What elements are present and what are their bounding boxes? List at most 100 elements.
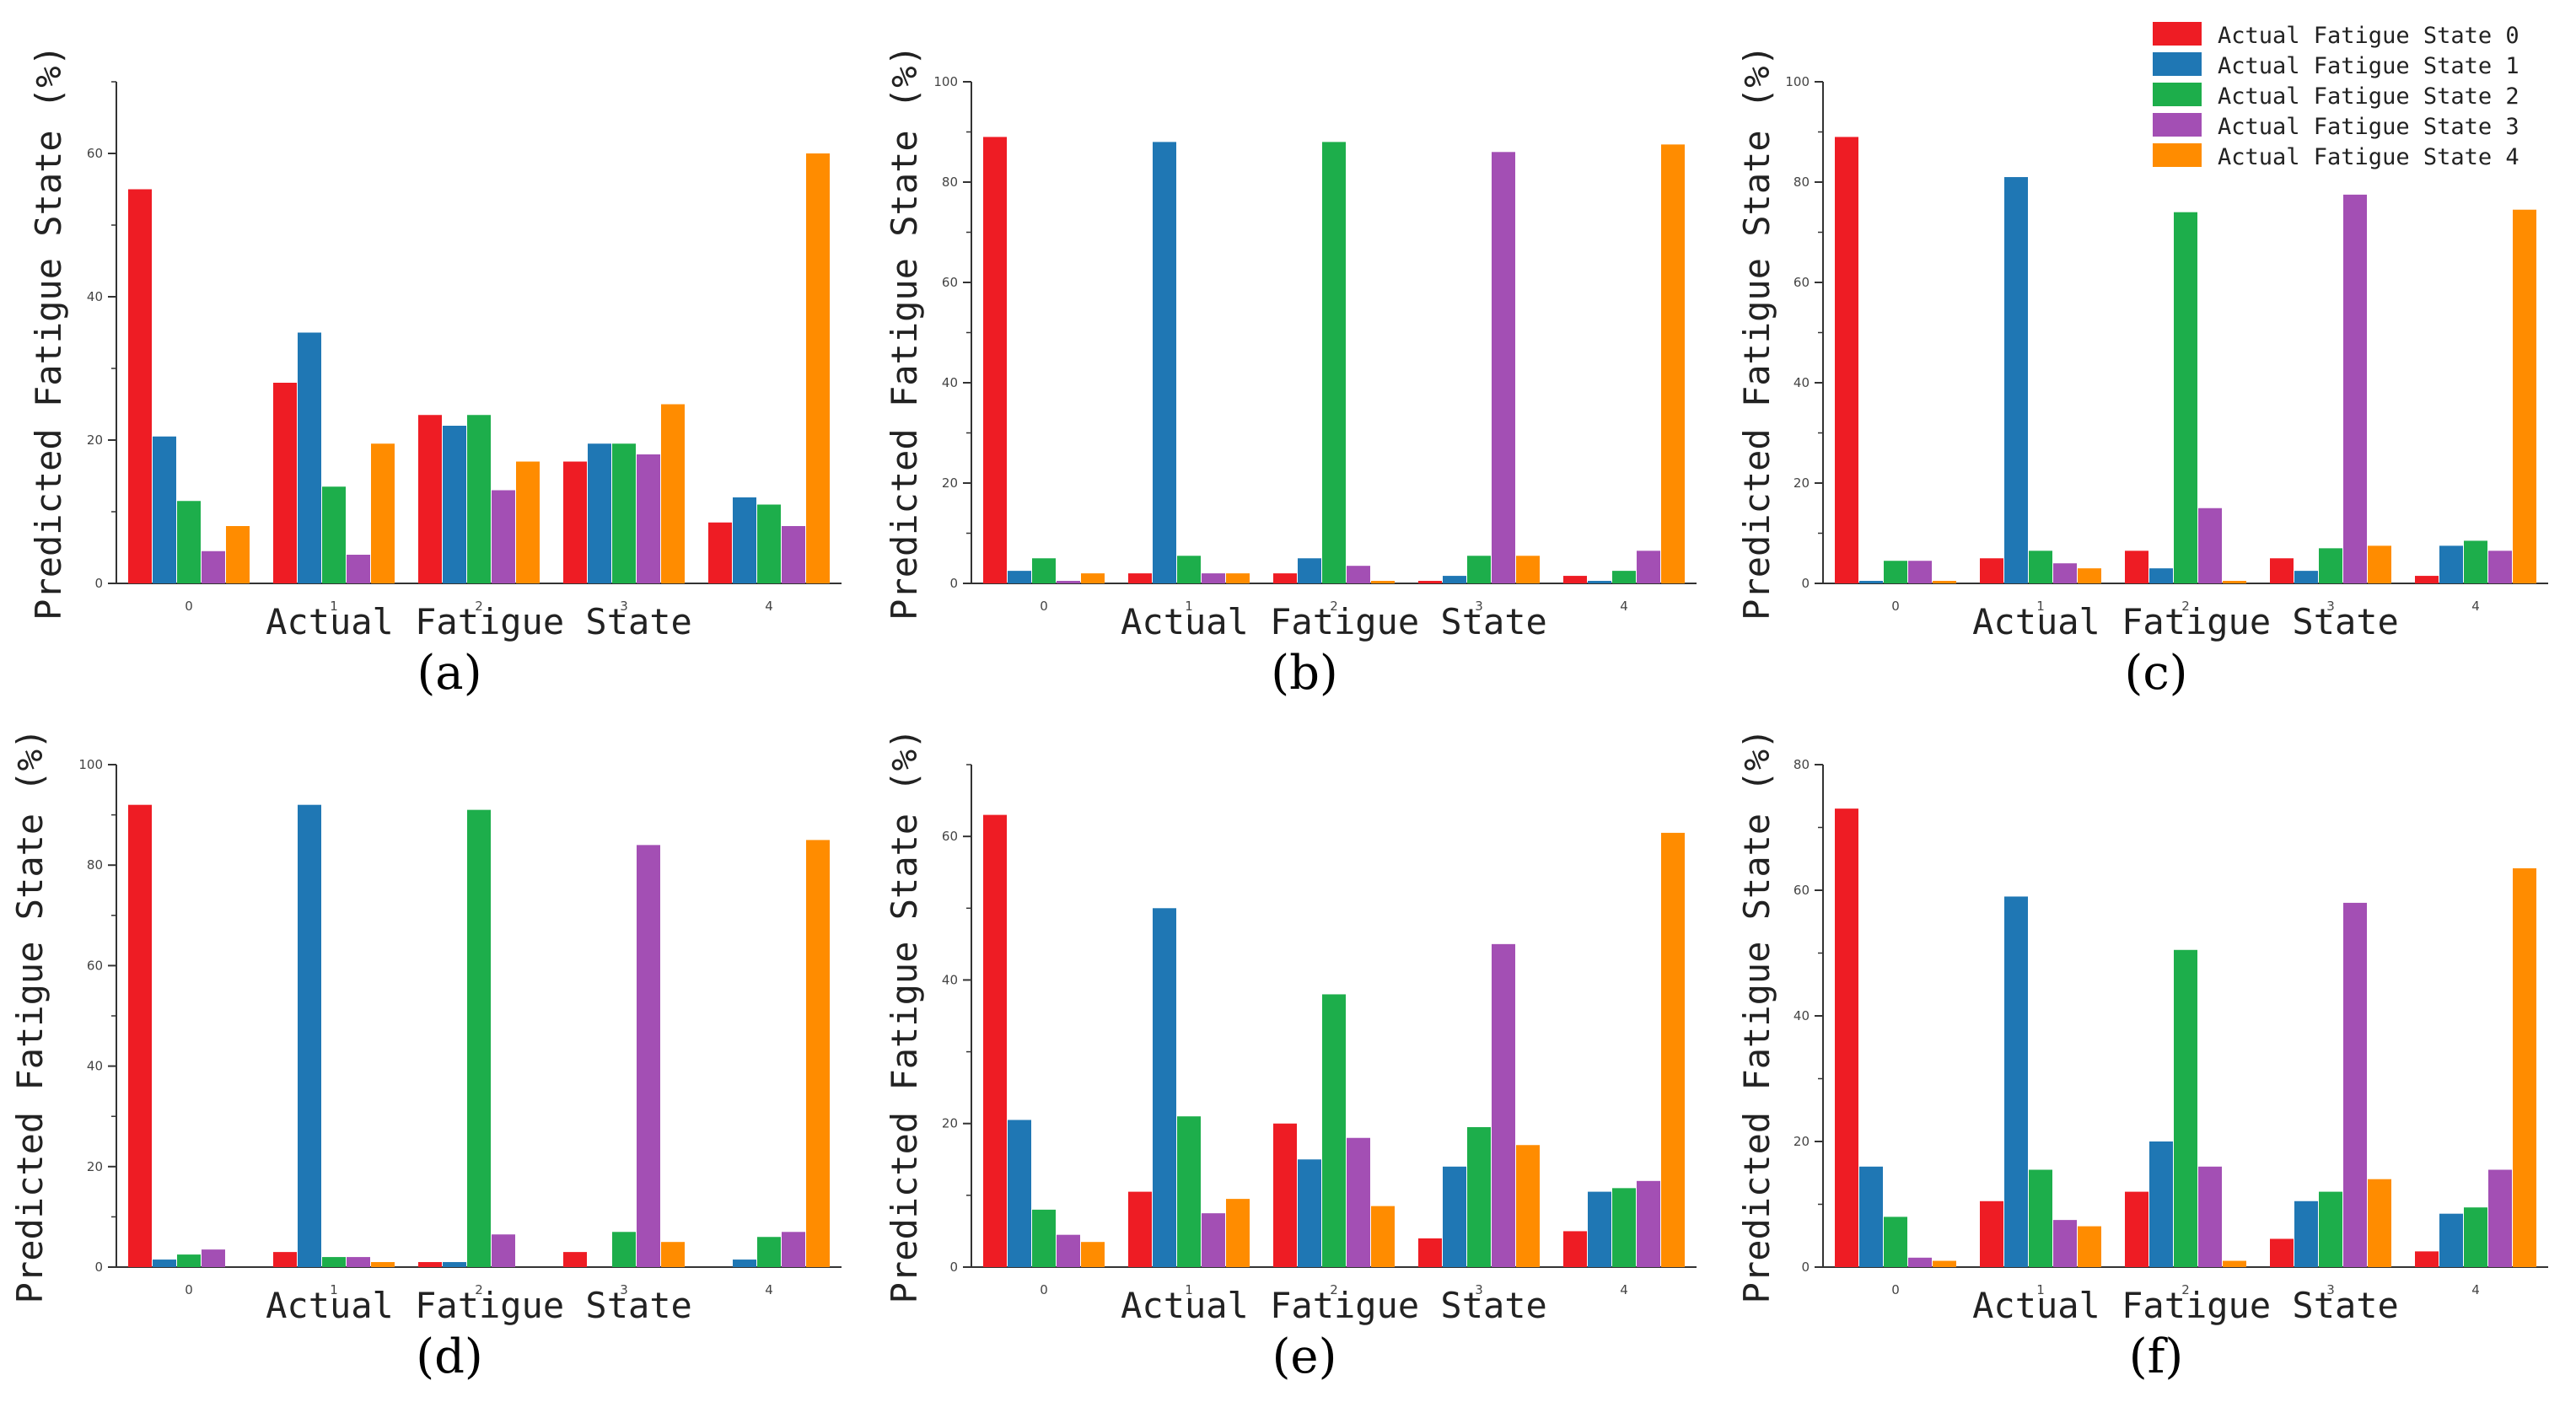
bar-panel0-cat2-series0 [418,415,442,583]
bar-panel5-cat1-series2 [2029,1169,2052,1267]
legend: Actual Fatigue State 0 Actual Fatigue St… [2153,22,2520,170]
bar-panel5-cat3-series0 [2270,1238,2294,1267]
bar-panel3-cat2-series1 [443,1262,466,1267]
y-tick-label: 60 [942,829,958,844]
bar-panel3-cat1-series3 [347,1257,370,1267]
bar-panel1-cat3-series1 [1443,576,1466,583]
x-tick-label: 3 [2326,599,2335,614]
legend-swatch-1 [2153,52,2202,76]
bar-panel3-cat3-series2 [612,1232,636,1267]
bar-panel4-cat4-series0 [1563,1231,1587,1267]
legend-label-2: Actual Fatigue State 2 [2218,83,2520,110]
x-tick-label: 3 [1475,1282,1483,1297]
legend-swatch-2 [2153,83,2202,106]
x-tick-label: 1 [2036,1282,2045,1297]
bar-panel5-cat2-series4 [2223,1260,2246,1267]
legend-label-3: Actual Fatigue State 3 [2218,114,2520,140]
bar-panel1-cat0-series1 [1008,571,1031,583]
bar-panel1-cat0-series3 [1057,581,1080,583]
y-tick-label: 100 [78,757,103,772]
x-axis-title: Actual Fatigue State [1972,601,2399,642]
bar-panel4-cat0-series1 [1008,1120,1031,1267]
bar-panel1-cat3-series0 [1418,581,1442,583]
bar-panel4-cat1-series2 [1177,1116,1201,1267]
y-tick-label: 40 [87,1059,103,1074]
bar-panel5-cat1-series3 [2053,1220,2077,1267]
bar-panel3-cat1-series4 [371,1262,395,1267]
x-axis-title: Actual Fatigue State [1972,1285,2399,1326]
bar-panel2-cat0-series2 [1884,561,1907,583]
y-tick-label: 0 [1801,576,1810,591]
y-tick-label: 80 [87,857,103,873]
bar-panel3-cat3-series3 [637,845,660,1267]
bar-panel3-cat2-series3 [492,1234,515,1267]
bar-panel3-cat2-series0 [418,1262,442,1267]
bar-panel5-cat2-series0 [2125,1191,2148,1267]
bar-panel1-cat3-series2 [1467,556,1491,583]
y-tick-label: 20 [1794,475,1810,491]
x-tick-label: 0 [1040,1282,1048,1297]
legend-label-1: Actual Fatigue State 1 [2218,53,2520,79]
bar-panel5-cat2-series1 [2149,1141,2173,1267]
bar-panel3-cat4-series3 [782,1232,805,1267]
legend-item-1: Actual Fatigue State 1 [2153,52,2520,79]
y-tick-label: 0 [1801,1260,1810,1275]
bar-panel3-cat1-series2 [322,1257,346,1267]
bar-panel4-cat4-series4 [1661,832,1685,1267]
chart-panel-3: 0 20 40 60 80 100 0 1 2 3 4 Actual Fatigue State Pre… [9,728,842,1384]
legend-swatch-3 [2153,113,2202,137]
bar-panel5-cat0-series3 [1908,1257,1932,1267]
x-tick-label: 2 [2181,599,2190,614]
bar-panel3-cat4-series1 [733,1260,756,1267]
x-tick-label: 4 [1620,599,1628,614]
y-tick-label: 20 [942,475,958,491]
bar-panel2-cat1-series1 [2004,177,2028,584]
y-tick-label: 80 [1794,757,1810,772]
bar-panel4-cat4-series1 [1588,1191,1611,1267]
bar-panel1-cat4-series1 [1588,581,1611,583]
bar-panel1-cat2-series1 [1298,558,1321,583]
y-tick-label: 80 [942,175,958,190]
x-tick-label: 0 [1040,599,1048,614]
bar-panel4-cat2-series1 [1298,1159,1321,1267]
x-tick-label: 4 [2471,599,2480,614]
bar-panel1-cat4-series2 [1612,571,1636,583]
bar-panel1-cat4-series0 [1563,576,1587,583]
bar-panel5-cat0-series4 [1933,1260,1956,1267]
panel-label: (a) [417,646,481,701]
bar-panel2-cat3-series4 [2368,545,2391,583]
x-tick-label: 3 [2326,1282,2335,1297]
legend-item-4: Actual Fatigue State 4 [2153,143,2520,170]
bar-panel0-cat1-series2 [322,486,346,583]
bar-panel0-cat0-series0 [128,189,152,583]
bar-panel2-cat3-series1 [2294,571,2318,583]
bar-panel4-cat4-series2 [1612,1188,1636,1267]
bar-panel2-cat2-series2 [2174,212,2197,583]
bar-panel1-cat2-series4 [1371,581,1395,583]
chart-panel-2: 0 20 40 60 80 100 0 1 2 3 4 Actual Fatigue State Pre… [1736,45,2548,701]
x-axis-title: Actual Fatigue State [266,1285,692,1326]
x-tick-label: 0 [185,599,193,614]
y-tick-label: 20 [942,1116,958,1131]
y-axis-title: Predicted Fatigue State (%) [884,45,925,620]
x-tick-label: 4 [1620,1282,1628,1297]
x-tick-label: 3 [620,1282,628,1297]
bar-panel5-cat4-series3 [2488,1169,2512,1267]
bar-panel4-cat0-series0 [983,814,1007,1267]
bar-panel1-cat1-series4 [1226,573,1250,583]
bar-panel4-cat1-series4 [1226,1199,1250,1267]
bar-panel1-cat0-series0 [983,137,1007,583]
bar-panel2-cat1-series4 [2078,568,2101,583]
bar-panel0-cat2-series2 [467,415,491,583]
bar-panel2-cat2-series1 [2149,568,2173,583]
bar-panel5-cat1-series4 [2078,1226,2101,1267]
bar-panel1-cat4-series3 [1637,551,1660,583]
bar-panel5-cat4-series2 [2464,1207,2487,1267]
bar-panel5-cat3-series4 [2368,1179,2391,1267]
bar-panel2-cat3-series0 [2270,558,2294,583]
bar-panel0-cat4-series4 [806,153,830,583]
x-axis-title: Actual Fatigue State [1121,1285,1547,1326]
bar-panel2-cat4-series0 [2415,576,2439,583]
bar-panel0-cat3-series1 [588,443,611,583]
